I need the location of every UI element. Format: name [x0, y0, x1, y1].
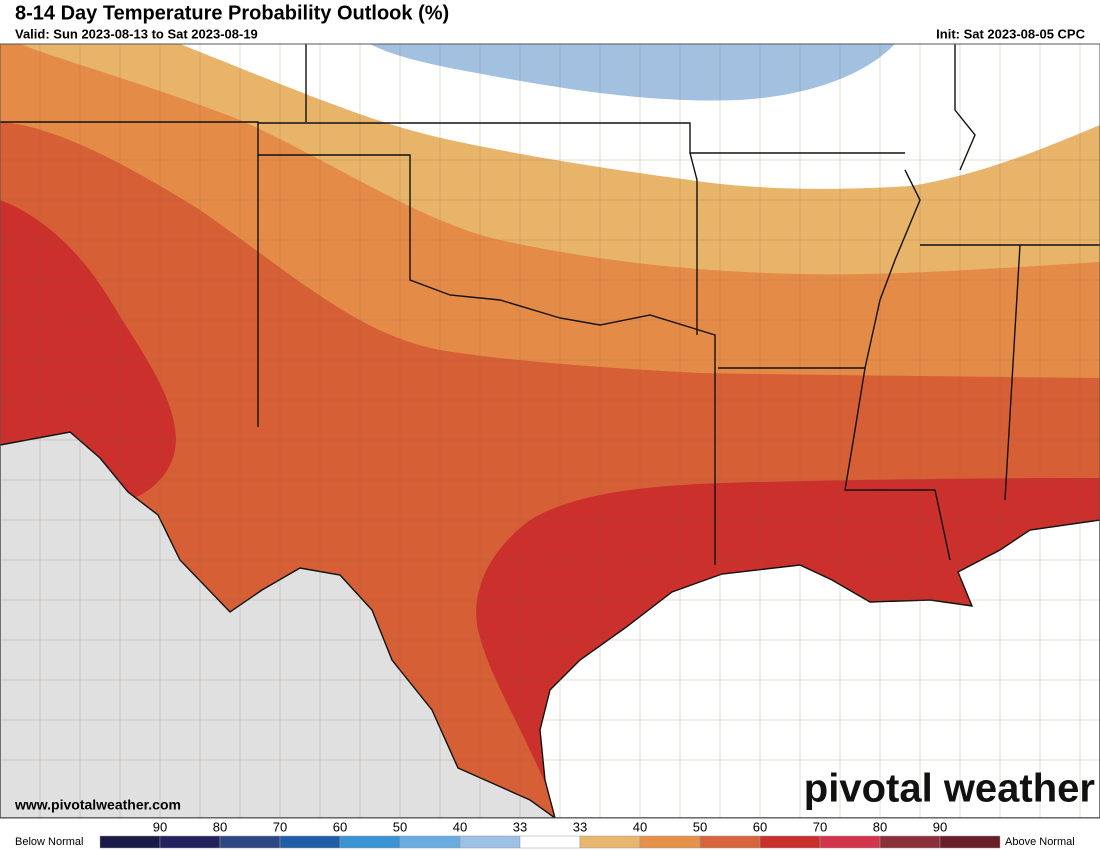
legend-tick-label: 90 [153, 819, 167, 834]
legend-swatch [99, 835, 161, 849]
legend-tick-label: 60 [753, 819, 767, 834]
state-borders [0, 44, 1100, 565]
map-frame [0, 43, 1100, 819]
legend-tick-label: 50 [393, 819, 407, 834]
init-time: Init: Sat 2023-08-05 CPC [936, 26, 1085, 41]
legend-swatch [399, 835, 461, 849]
below-normal-region [370, 44, 895, 101]
watermark: www.pivotalweather.com [14, 797, 181, 813]
legend: Below Normal Above Normal 90 80 70 60 50 40 33… [15, 819, 1075, 849]
legend-swatch [699, 835, 761, 849]
county-lines [0, 44, 1100, 818]
legend-swatch [339, 835, 401, 849]
above-normal-label: Above Normal [1005, 836, 1075, 848]
map [0, 44, 1100, 818]
legend-tick-label: 33 [513, 819, 527, 834]
legend-swatch [579, 835, 641, 849]
legend-swatch [819, 835, 881, 849]
legend-tick-label: 40 [453, 819, 467, 834]
legend-tick-label: 33 [573, 819, 587, 834]
legend-tick-label: 80 [213, 819, 227, 834]
legend-swatch [279, 835, 341, 849]
legend-swatch [459, 835, 521, 849]
legend-tick-label: 70 [813, 819, 827, 834]
legend-swatch [939, 835, 1001, 849]
legend-tick-label: 80 [873, 819, 887, 834]
legend-tick-label: 90 [933, 819, 947, 834]
title: 8-14 Day Temperature Probability Outlook… [15, 2, 449, 24]
legend-swatch [879, 835, 941, 849]
legend-tick-label: 70 [273, 819, 287, 834]
legend-swatch [759, 835, 821, 849]
valid-time: Valid: Sun 2023-08-13 to Sat 2023-08-19 [15, 26, 258, 41]
logo: pivotal weather [804, 767, 1095, 811]
below-normal-label: Below Normal [15, 836, 83, 848]
red-region-west [0, 200, 176, 500]
legend-tick-label: 60 [333, 819, 347, 834]
legend-swatch [639, 835, 701, 849]
legend-swatch [519, 835, 581, 849]
legend-swatch [159, 835, 221, 849]
legend-tick-label: 40 [633, 819, 647, 834]
legend-tick-label: 50 [693, 819, 707, 834]
legend-swatch [219, 835, 281, 849]
